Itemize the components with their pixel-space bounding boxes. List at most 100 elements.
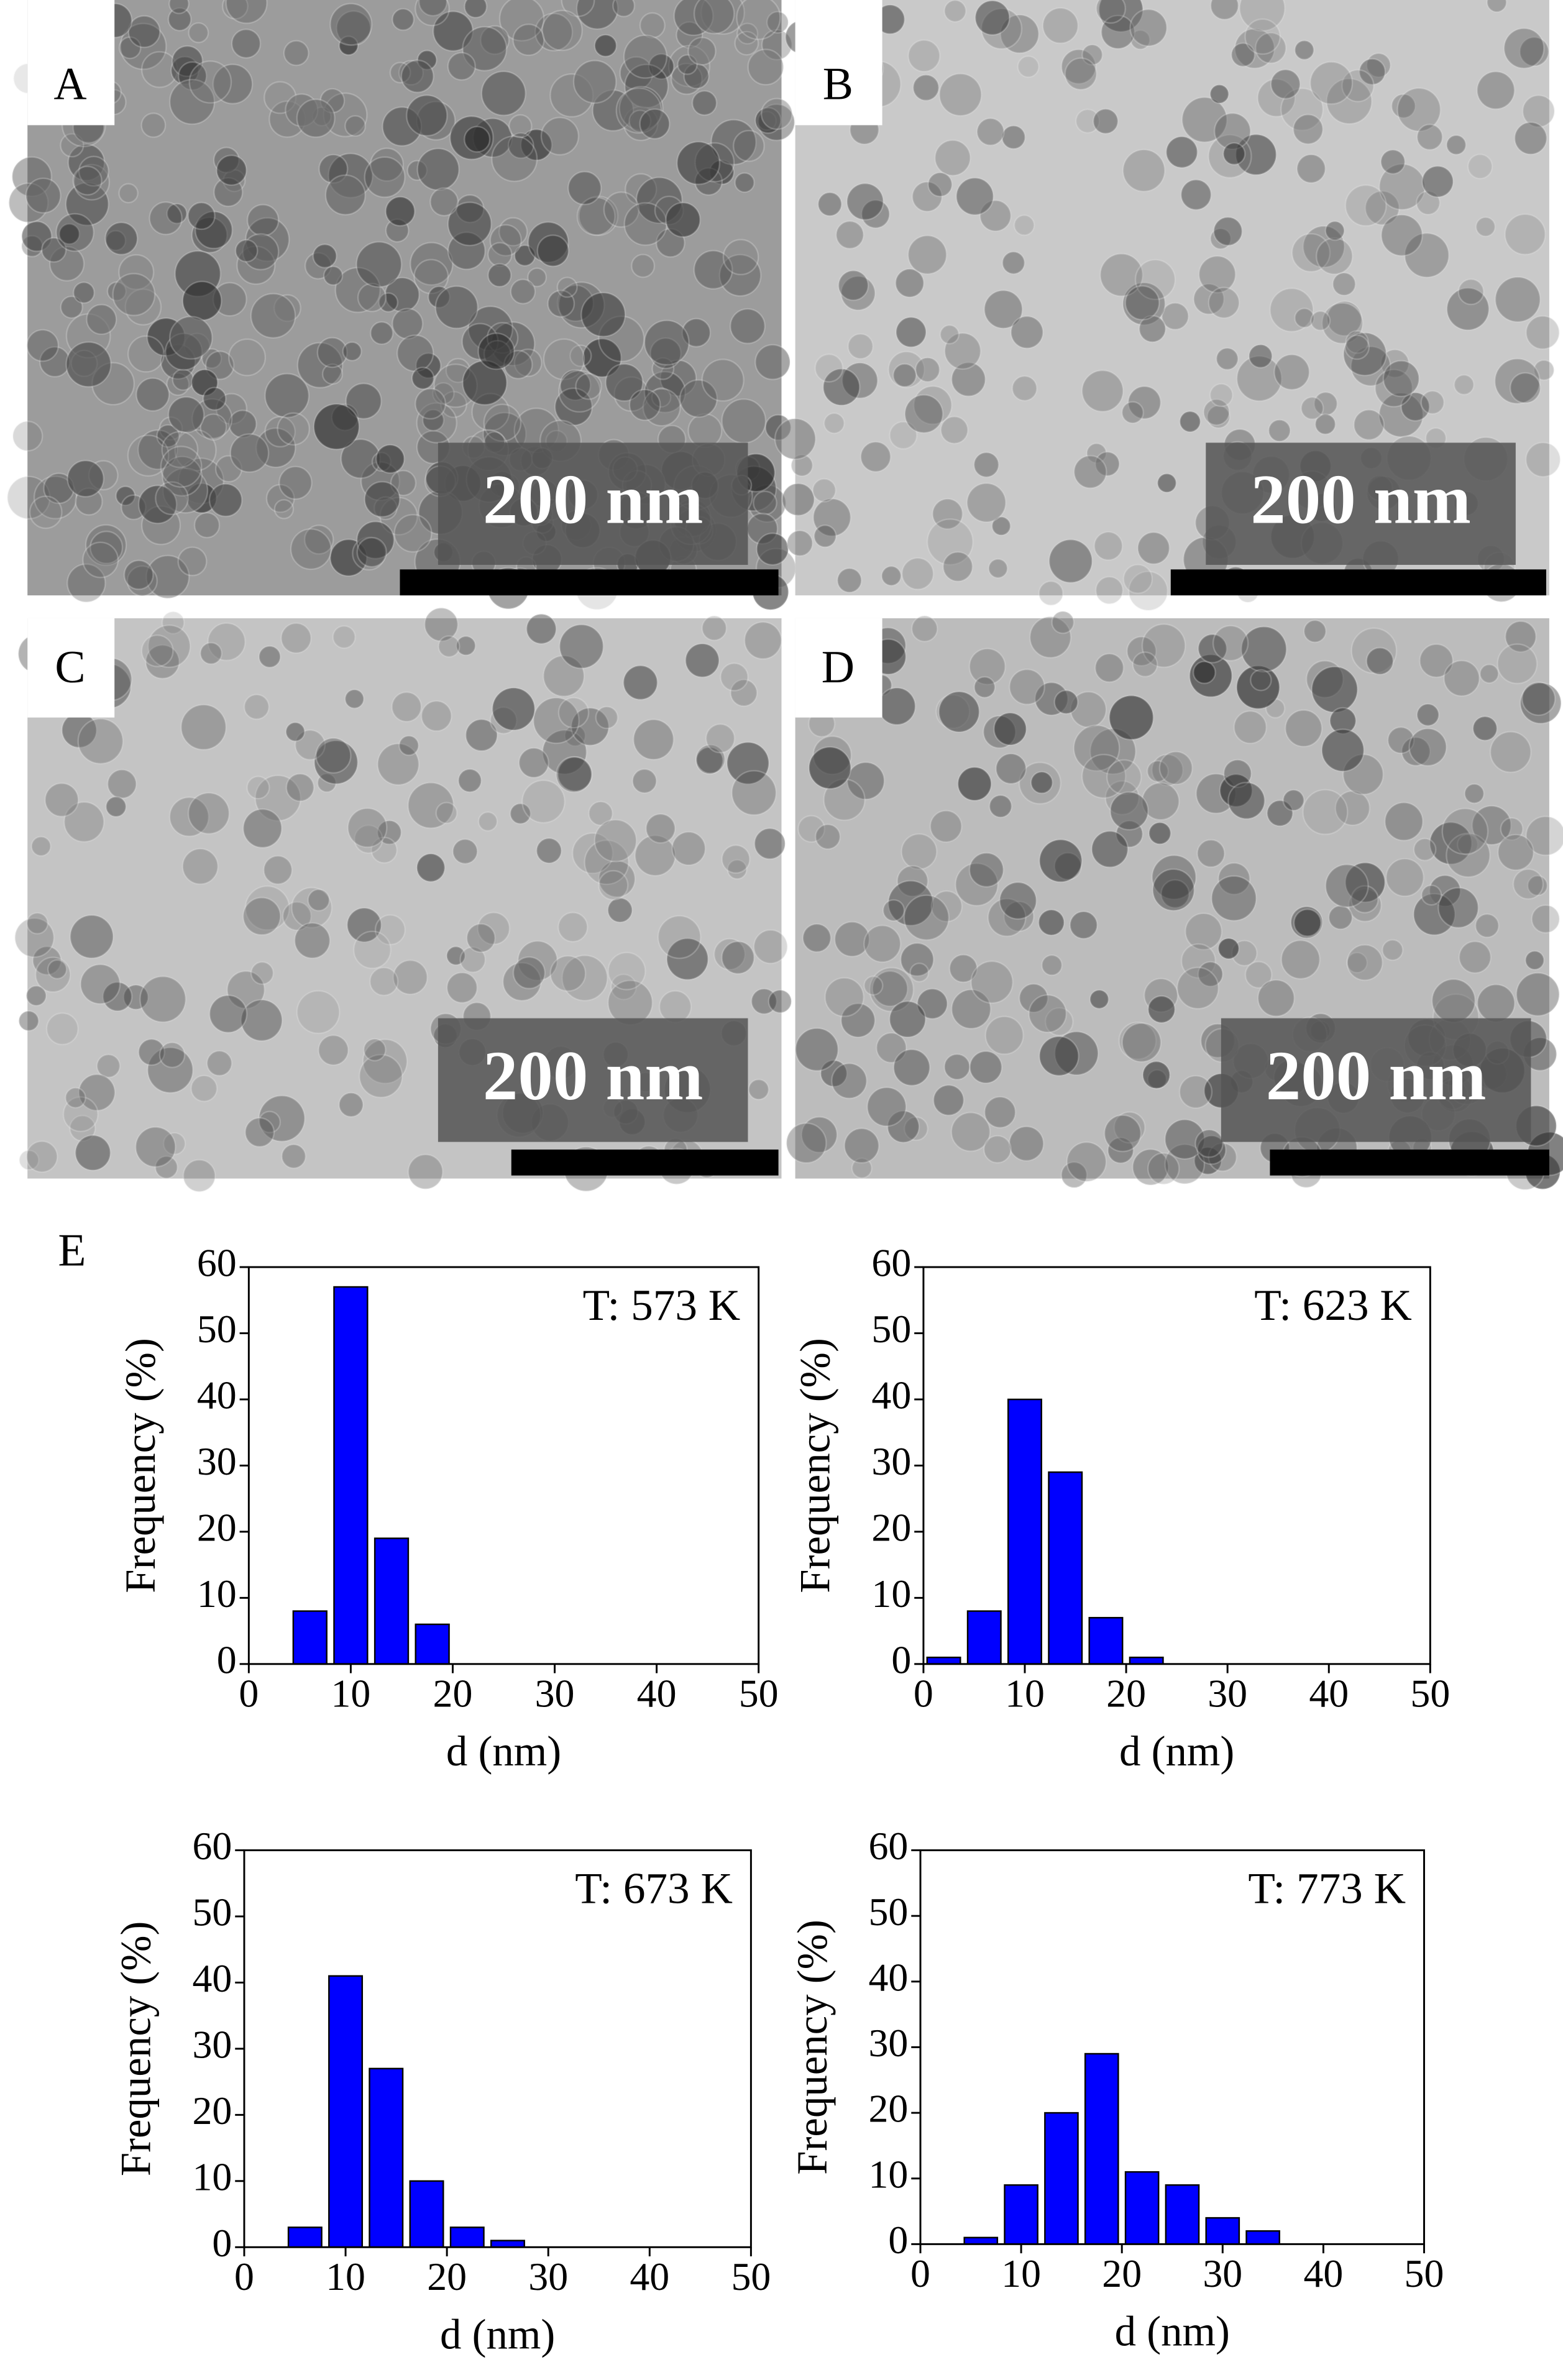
particle: [1292, 114, 1324, 145]
particle: [1300, 396, 1324, 420]
particle: [334, 267, 381, 313]
particle: [834, 921, 871, 958]
particle: [1431, 978, 1476, 1023]
y-tick-label: 0: [217, 1637, 237, 1682]
particle: [1106, 759, 1142, 795]
particle: [1257, 979, 1295, 1017]
particle: [407, 1153, 444, 1190]
particle: [489, 224, 522, 257]
particle: [1273, 354, 1311, 391]
bar: [415, 1623, 450, 1665]
particle: [701, 615, 728, 641]
particle: [1419, 643, 1454, 679]
particle: [411, 366, 435, 390]
particle: [786, 1122, 827, 1164]
particle: [147, 624, 191, 669]
particle: [1193, 661, 1216, 684]
particle: [1180, 179, 1212, 211]
particle: [1384, 802, 1424, 841]
particle: [291, 887, 332, 929]
particle: [72, 165, 103, 196]
bar: [1165, 2184, 1200, 2245]
particle: [75, 1134, 111, 1171]
particle: [1113, 1111, 1146, 1144]
particle: [930, 890, 963, 923]
x-tick-label: 30: [1203, 2251, 1242, 2295]
particle: [1094, 652, 1125, 683]
particle: [631, 768, 658, 794]
particle: [509, 802, 531, 825]
particle: [462, 25, 508, 71]
particle: [534, 12, 574, 52]
particle: [161, 431, 199, 469]
particle: [55, 213, 94, 252]
particle: [693, 0, 735, 35]
particle: [1504, 213, 1546, 255]
particle: [169, 78, 216, 125]
particle: [156, 424, 180, 448]
particle: [588, 800, 613, 826]
particle: [158, 1041, 186, 1069]
particle: [313, 403, 360, 451]
y-tick-label: 30: [869, 2021, 909, 2065]
particle: [901, 833, 938, 870]
bar: [1205, 2217, 1240, 2245]
particle: [29, 495, 63, 529]
particle: [313, 739, 359, 785]
particle: [1311, 666, 1359, 713]
particle: [393, 514, 433, 553]
particle: [720, 662, 749, 692]
particle: [651, 357, 675, 380]
particle: [815, 823, 841, 850]
particle: [800, 1116, 838, 1153]
particle: [342, 341, 362, 362]
particle: [19, 1150, 40, 1171]
particle: [296, 990, 341, 1035]
x-tick-label: 50: [739, 1672, 779, 1716]
y-tick-label: 60: [197, 1241, 237, 1285]
particle: [1464, 783, 1485, 804]
particle: [377, 743, 420, 786]
particle: [1075, 108, 1101, 134]
particle: [1198, 255, 1237, 294]
particle: [543, 654, 585, 697]
particle: [786, 529, 814, 557]
particle: [137, 1038, 165, 1066]
particle: [1270, 68, 1301, 99]
bar: [1088, 1617, 1124, 1665]
particle: [1303, 619, 1327, 643]
x-tick-label: 10: [1001, 2251, 1041, 2295]
x-tick-label: 40: [1303, 2251, 1343, 2295]
particle: [1233, 710, 1267, 744]
particle: [1089, 989, 1109, 1010]
label-box: [27, 0, 115, 126]
particle: [812, 498, 851, 537]
particle: [102, 981, 133, 1012]
particle: [315, 737, 352, 774]
particle: [1524, 950, 1545, 971]
particle: [435, 802, 458, 825]
particle: [282, 901, 312, 931]
particle: [900, 942, 935, 977]
scale-bar: [400, 569, 779, 596]
particle: [1400, 391, 1431, 422]
particle: [973, 676, 996, 698]
particle: [41, 237, 67, 263]
particle: [1497, 833, 1534, 871]
particle: [943, 1053, 971, 1081]
annotation: T: 673 K: [575, 1865, 733, 1913]
particle: [572, 60, 617, 104]
particle: [480, 70, 526, 116]
particle: [748, 1078, 769, 1101]
y-tick-label: 0: [212, 2221, 232, 2265]
particle: [1132, 1148, 1170, 1186]
particle: [1069, 910, 1098, 940]
particle: [649, 337, 682, 370]
particle: [610, 973, 637, 1000]
particle: [1093, 531, 1124, 561]
particle: [1387, 726, 1415, 754]
panel-label: C: [55, 641, 85, 692]
particle: [172, 368, 195, 391]
particle: [1181, 96, 1228, 143]
particle: [362, 1038, 408, 1084]
